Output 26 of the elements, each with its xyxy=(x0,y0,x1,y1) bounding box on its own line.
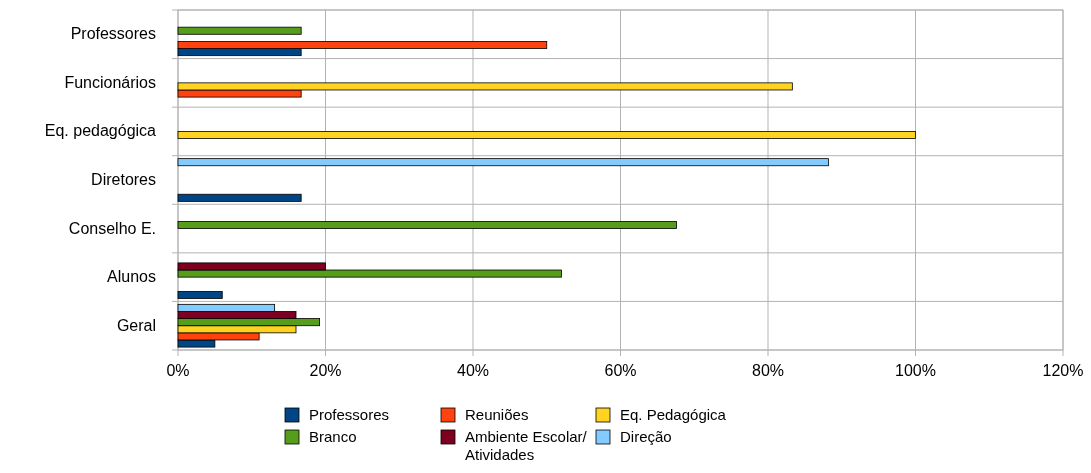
x-tick-label: 120% xyxy=(1042,362,1084,379)
legend-label: Eq. Pedagógica xyxy=(620,406,727,423)
bar xyxy=(177,26,302,35)
x-tick-label: 80% xyxy=(751,362,785,379)
x-tick-label: 40% xyxy=(456,362,490,379)
y-tick-label: Professores xyxy=(70,25,156,43)
x-tick-label: 60% xyxy=(604,362,637,379)
y-tick-label: Funcionários xyxy=(64,73,156,91)
y-tick-label: Eq. pedagógica xyxy=(44,122,157,140)
x-tick-label: 0% xyxy=(166,362,190,379)
x-tick-label: 20% xyxy=(309,362,342,379)
bar xyxy=(177,290,223,299)
bar xyxy=(177,221,677,229)
y-tick-label: Alunos xyxy=(107,268,156,286)
y-tick-label: Diretores xyxy=(91,171,156,188)
y-tick-label: Geral xyxy=(116,316,156,334)
x-tick-label: 100% xyxy=(895,362,936,379)
legend-label: Reuniões xyxy=(465,406,529,423)
y-tick-label: Conselho E. xyxy=(68,219,156,237)
legend-label: Ambiente Escolar/ Atividades xyxy=(465,428,588,463)
bar xyxy=(177,131,916,139)
bar xyxy=(177,193,302,202)
legend-label: Direção xyxy=(620,428,672,445)
legend-label: Branco xyxy=(309,428,357,445)
bar xyxy=(177,158,829,167)
legend-label: Professores xyxy=(309,406,390,423)
